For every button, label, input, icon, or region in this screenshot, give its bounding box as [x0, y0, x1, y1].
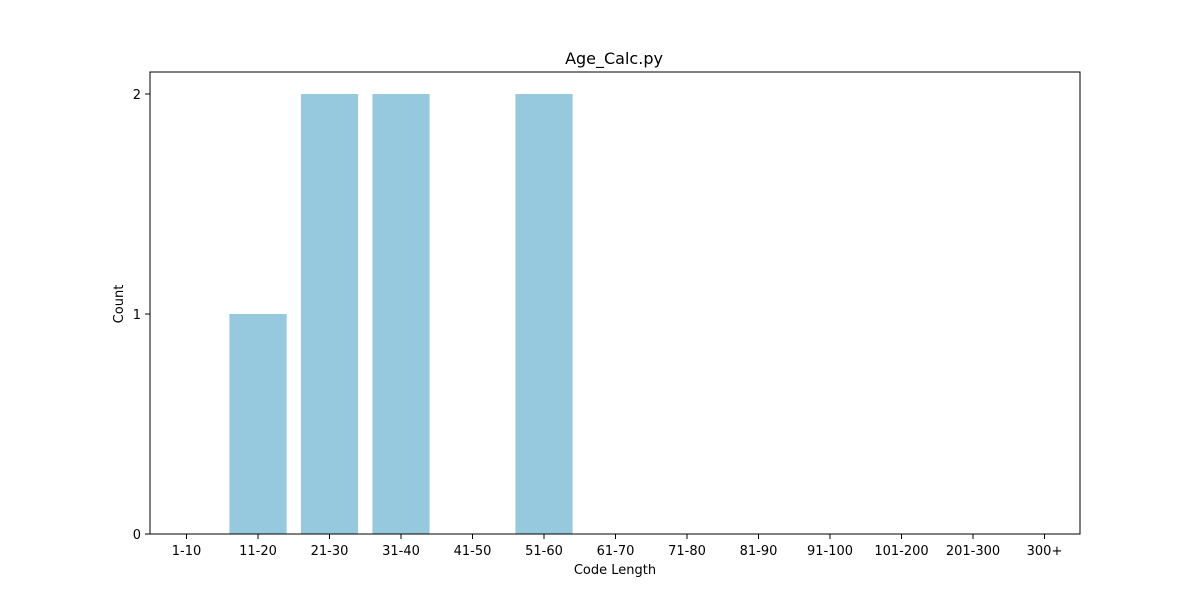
bar-51-60 — [515, 94, 573, 534]
x-tick-label: 81-90 — [740, 544, 778, 559]
x-tick-label: 51-60 — [525, 544, 563, 559]
bar-11-20 — [229, 314, 287, 534]
bar-21-30 — [300, 94, 359, 534]
x-tick-label: 71-80 — [668, 544, 706, 559]
y-axis-title: Count — [112, 285, 127, 324]
x-axis-title: Code Length — [574, 563, 656, 578]
y-tick-label: 0 — [133, 528, 141, 543]
x-tick-label: 201-300 — [946, 544, 1000, 559]
x-tick-label: 41-50 — [454, 544, 492, 559]
bar-31-40 — [372, 94, 430, 534]
y-tick-label: 2 — [133, 88, 141, 103]
x-tick-label: 61-70 — [597, 544, 635, 559]
x-tick-label: 300+ — [1027, 544, 1063, 559]
x-tick-label: 11-20 — [239, 544, 277, 559]
plot-frame — [149, 71, 1081, 535]
chart-title: Age_Calc.py — [565, 49, 663, 69]
x-axis: 1-10 11-20 21-30 31-40 41-50 51-60 61-70 71-80 8… — [172, 534, 1063, 559]
x-tick-label: 1-10 — [172, 544, 202, 559]
y-tick-label: 1 — [133, 308, 141, 323]
x-tick-label: 91-100 — [807, 544, 853, 559]
bars-group — [229, 94, 573, 534]
x-tick-label: 21-30 — [311, 544, 349, 559]
x-tick-label: 31-40 — [382, 544, 420, 559]
x-tick-label: 101-200 — [874, 544, 928, 559]
y-axis: 0 1 2 — [133, 88, 150, 543]
